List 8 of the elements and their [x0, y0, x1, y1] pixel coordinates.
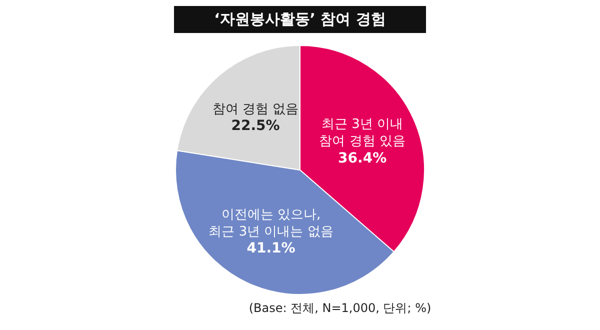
data-label: 22.5%	[231, 118, 280, 134]
data-label: 36.4%	[338, 150, 387, 166]
slice-label: 최근 3년 이내 참여 경험 있음	[319, 117, 406, 149]
slice-label: 참여 경험 없음	[212, 102, 299, 117]
slice-label: 이전에는 있으나, 최근 3년 이내는 없음	[208, 207, 334, 240]
data-label: 41.1%	[246, 240, 296, 257]
text: (Base: 전체, N=1,000, 단위; %)	[248, 300, 432, 317]
chart-title: ‘자원봉사활동’ 참여 경험	[174, 6, 426, 33]
